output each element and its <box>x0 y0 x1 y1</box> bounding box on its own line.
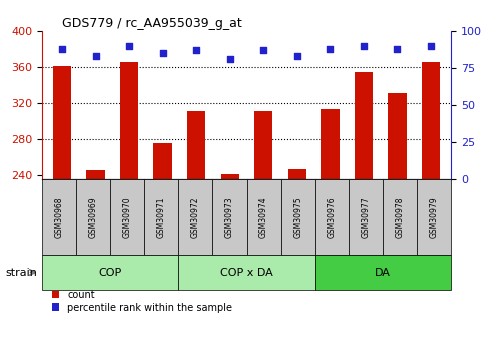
Text: GSM30977: GSM30977 <box>361 197 370 238</box>
Text: strain: strain <box>5 268 37 277</box>
Point <box>427 43 435 49</box>
Point <box>226 57 234 62</box>
Bar <box>254 111 273 179</box>
Legend: count, percentile rank within the sample: count, percentile rank within the sample <box>52 289 232 313</box>
Bar <box>220 174 239 179</box>
Text: GSM30978: GSM30978 <box>395 197 404 238</box>
Text: GSM30971: GSM30971 <box>157 197 166 238</box>
Text: COP x DA: COP x DA <box>220 268 273 277</box>
Text: GSM30975: GSM30975 <box>293 197 302 238</box>
Point <box>159 50 167 56</box>
Text: GSM30972: GSM30972 <box>191 197 200 238</box>
Point <box>125 43 133 49</box>
Bar <box>388 93 407 179</box>
Text: GSM30976: GSM30976 <box>327 197 336 238</box>
Bar <box>153 144 172 179</box>
Point <box>393 46 401 52</box>
Text: GSM30969: GSM30969 <box>89 197 98 238</box>
Point <box>58 46 66 52</box>
Point <box>326 46 334 52</box>
Text: COP: COP <box>99 268 122 277</box>
Point <box>293 53 301 59</box>
Bar <box>287 169 306 179</box>
Text: GSM30973: GSM30973 <box>225 197 234 238</box>
Point <box>360 43 368 49</box>
Bar <box>422 62 440 179</box>
Bar <box>187 111 206 179</box>
Point <box>259 48 267 53</box>
Bar <box>86 169 105 179</box>
Text: GSM30974: GSM30974 <box>259 197 268 238</box>
Bar <box>53 66 71 179</box>
Text: DA: DA <box>375 268 391 277</box>
Point <box>192 48 200 53</box>
Bar <box>321 109 340 179</box>
Point <box>92 53 100 59</box>
Text: GSM30968: GSM30968 <box>54 197 64 238</box>
Text: GDS779 / rc_AA955039_g_at: GDS779 / rc_AA955039_g_at <box>62 17 242 30</box>
Text: GSM30970: GSM30970 <box>123 197 132 238</box>
Bar <box>354 72 373 179</box>
Text: GSM30979: GSM30979 <box>429 197 439 238</box>
Bar <box>120 62 139 179</box>
